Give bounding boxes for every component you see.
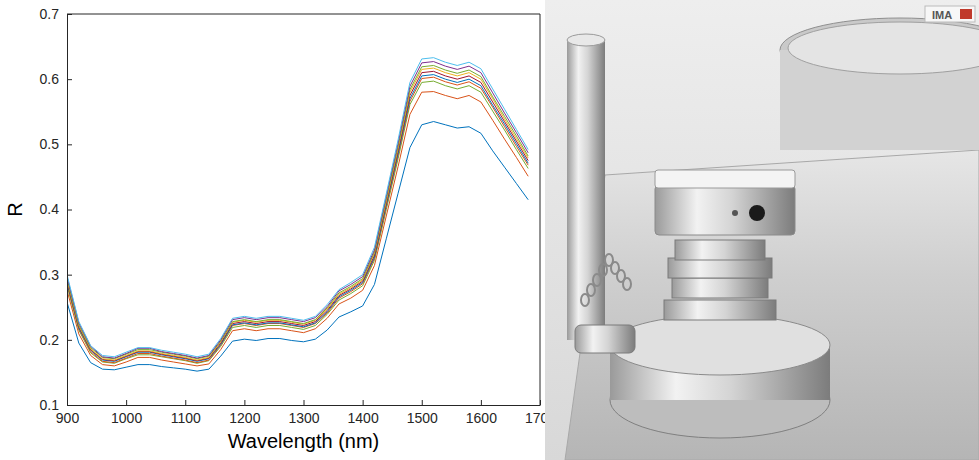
tick-label: 1400 xyxy=(348,410,379,426)
frame-top xyxy=(67,14,540,15)
tick-label: 1600 xyxy=(466,410,497,426)
clamp-ring xyxy=(675,240,765,260)
tick: 0.5 xyxy=(40,136,72,152)
tick: 1000 xyxy=(111,400,142,426)
y-axis: 0.1 0.2 0.3 0.4 0.5 0.6 0.7 xyxy=(40,6,72,413)
probe-head xyxy=(655,185,795,235)
chain-link xyxy=(587,284,595,296)
tick-label: 1200 xyxy=(229,410,260,426)
chain-link xyxy=(623,278,631,290)
tick-label: 0.1 xyxy=(40,397,60,413)
chain-link xyxy=(593,274,601,286)
chain-link xyxy=(581,294,589,306)
tick: 1200 xyxy=(229,400,260,426)
lines xyxy=(67,58,528,371)
chart: 900100011001200130014001500160017000.10.… xyxy=(4,6,556,452)
tick-label: 1300 xyxy=(288,410,319,426)
tank-lid-inner xyxy=(788,22,979,74)
spectrum-line xyxy=(67,77,528,362)
tick: 1500 xyxy=(407,400,438,426)
tick: 1300 xyxy=(288,400,319,426)
logo-mark xyxy=(960,9,972,19)
tick-mark xyxy=(422,400,423,405)
tick-mark xyxy=(481,400,482,405)
tick-label: 0.3 xyxy=(40,267,60,283)
pole-top xyxy=(567,34,605,46)
spectrum-line xyxy=(67,68,528,360)
tank-body xyxy=(565,150,979,460)
logo-plate xyxy=(925,6,975,22)
tick-mark xyxy=(67,275,72,276)
axis-line xyxy=(68,405,541,406)
probe-led xyxy=(732,210,738,216)
tick: 0.1 xyxy=(40,397,72,413)
probe-lid xyxy=(655,170,795,188)
clamp-ring xyxy=(664,300,776,320)
tick-mark xyxy=(67,210,72,211)
photo: IMA xyxy=(545,0,979,460)
spectrum-line xyxy=(67,62,528,359)
tick: 1600 xyxy=(466,400,497,426)
spectrum-line xyxy=(67,75,528,362)
chain-link xyxy=(599,264,607,276)
tick-label: 0.5 xyxy=(40,136,60,152)
x-axis-title: Wavelength (nm) xyxy=(228,430,380,452)
tick: 1100 xyxy=(171,400,201,426)
side-clamp xyxy=(575,325,635,353)
clamp-ring xyxy=(672,278,768,298)
tick-mark xyxy=(363,400,364,405)
tick-mark xyxy=(185,400,186,405)
tick-label: 1500 xyxy=(407,410,438,426)
tick-mark xyxy=(67,340,72,341)
tick-mark xyxy=(67,405,72,406)
tick-label: 900 xyxy=(56,410,80,426)
spectrum-line xyxy=(67,122,528,372)
spectrum-line xyxy=(67,58,528,357)
probe-knob xyxy=(749,205,765,221)
port-ring-top xyxy=(610,315,830,375)
tick: 1400 xyxy=(348,400,379,426)
pole xyxy=(567,40,605,340)
tick-label: 1000 xyxy=(111,410,142,426)
tick-label: 1100 xyxy=(171,410,201,426)
plot-background xyxy=(67,14,540,405)
tick-mark xyxy=(244,400,245,405)
spectrum-line xyxy=(67,65,528,358)
tick: 0.4 xyxy=(40,201,72,217)
tick-label: 0.6 xyxy=(40,71,60,87)
tick-mark xyxy=(67,79,72,80)
tick-mark xyxy=(304,400,305,405)
tick-label: 0.2 xyxy=(40,332,60,348)
logo-text: IMA xyxy=(932,9,952,21)
frame-right xyxy=(540,14,541,405)
figure: 900100011001200130014001500160017000.10.… xyxy=(0,0,979,460)
tick-mark xyxy=(67,144,72,145)
tick: 0.6 xyxy=(40,71,72,87)
spectrum-line xyxy=(67,71,528,360)
tick-mark xyxy=(126,400,127,405)
tick-label: 0.7 xyxy=(40,6,60,22)
y-axis-title: R xyxy=(4,202,26,216)
tick: 0.3 xyxy=(40,267,72,283)
tick: 0.2 xyxy=(40,332,72,348)
x-axis: 90010001100120013001400150016001700 xyxy=(56,400,556,426)
clamp-ring xyxy=(668,258,772,278)
tick-label: 0.4 xyxy=(40,201,60,217)
